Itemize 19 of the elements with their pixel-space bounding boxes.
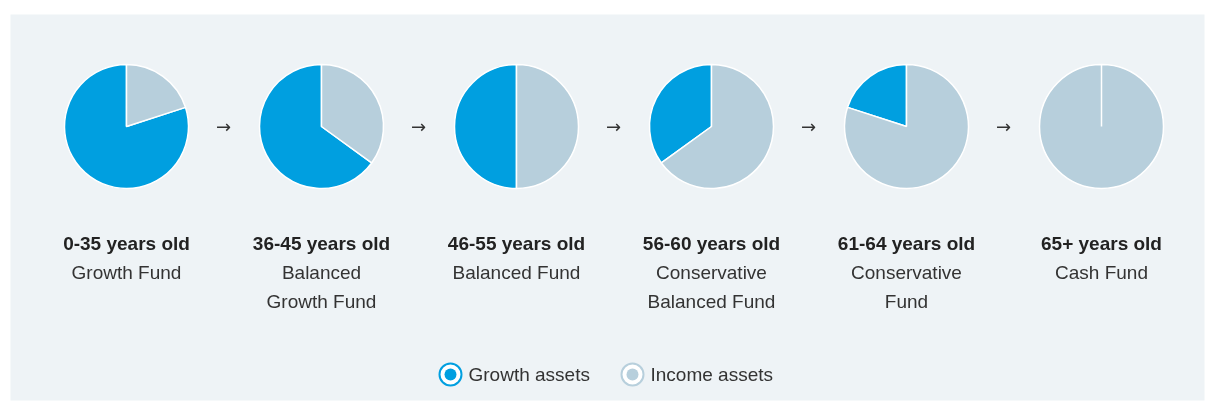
text: →: [410, 116, 427, 137]
text: Balanced Fund: [452, 262, 581, 283]
text: →: [995, 116, 1012, 137]
legend-label: Income assets: [650, 364, 773, 385]
text: →: [605, 116, 622, 137]
text: Cash Fund: [1055, 262, 1148, 283]
text: 0-35 years old: [63, 233, 190, 254]
text: →: [800, 116, 817, 137]
text: 56-60 years old: [642, 233, 781, 254]
text: 36-45 years old: [252, 233, 391, 254]
text: Conservative Balanced Fund: [647, 262, 776, 312]
legend-label: Growth assets: [468, 364, 590, 385]
text: 46-55 years old: [447, 233, 586, 254]
text: Conservative Fund: [851, 262, 962, 312]
text: Balanced Growth Fund: [266, 262, 377, 312]
text: →: [215, 116, 232, 137]
text: 61-64 years old: [837, 233, 976, 254]
text: 65+ years old: [1041, 233, 1162, 254]
text: Growth Fund: [71, 262, 182, 283]
